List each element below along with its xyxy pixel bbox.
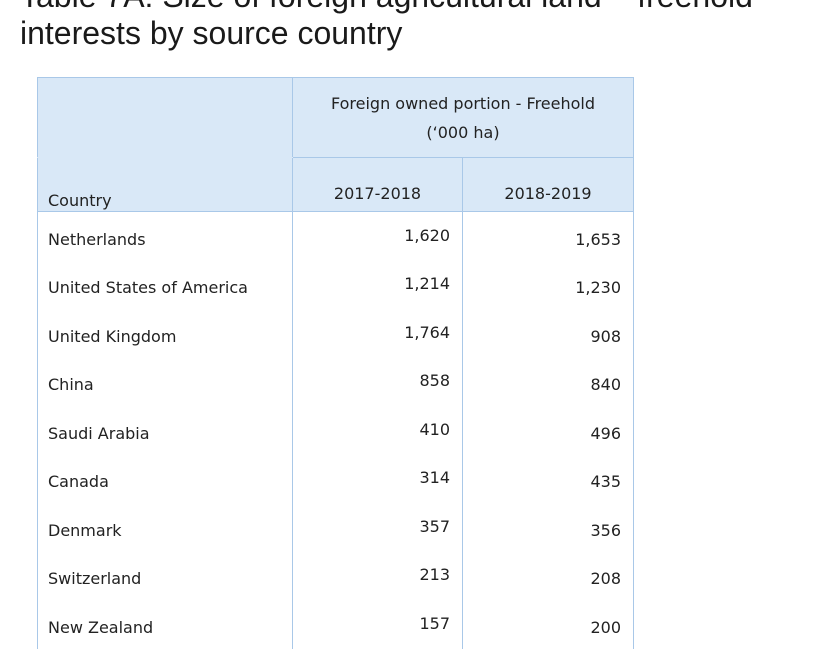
value-2018-2019-cell: 908 [462,309,634,358]
table-row: Netherlands 1,620 1,653 [37,211,634,261]
country-cell: China [37,357,293,406]
value-2018-2019-cell: 496 [462,406,634,455]
table-row: Denmark 357 356 [37,503,634,552]
value-2017-2018-cell: 157 [292,600,463,649]
group-header-line-2: (‘000 ha) [426,122,500,142]
country-cell: Switzerland [37,551,293,600]
country-cell: United States of America [37,260,293,309]
country-cell: Denmark [37,503,293,552]
value-2018-2019-cell: 208 [462,551,634,600]
country-cell: United Kingdom [37,309,293,358]
table-row: Switzerland 213 208 [37,551,634,600]
land-interests-table-container: Foreign owned portion - Freehold (‘000 h… [37,77,634,649]
value-2017-2018-cell: 314 [292,454,463,503]
column-header-2018-2019: 2018-2019 [462,157,634,212]
column-header-2017-2018: 2017-2018 [292,157,463,212]
group-header: Foreign owned portion - Freehold (‘000 h… [292,77,634,158]
value-2017-2018-cell: 213 [292,551,463,600]
table-row: United Kingdom 1,764 908 [37,309,634,358]
table-row: New Zealand 157 200 [37,600,634,649]
value-2018-2019-cell: 435 [462,454,634,503]
value-2017-2018-cell: 858 [292,357,463,406]
value-2017-2018-cell: 1,620 [292,211,463,261]
table-header-row-top: Foreign owned portion - Freehold (‘000 h… [37,77,634,158]
table-row: Canada 314 435 [37,454,634,503]
country-cell: Saudi Arabia [37,406,293,455]
group-header-line-1: Foreign owned portion - Freehold [330,93,596,113]
table-header-row-bottom: Country 2017-2018 2018-2019 [37,157,634,212]
country-cell: Netherlands [37,211,293,261]
value-2017-2018-cell: 410 [292,406,463,455]
column-header-country: Country [37,157,293,212]
page-title-line-2: interests by source country [20,15,403,51]
country-cell: New Zealand [37,600,293,649]
value-2018-2019-cell: 840 [462,357,634,406]
value-2017-2018-cell: 1,764 [292,309,463,358]
table-row: China 858 840 [37,357,634,406]
value-2018-2019-cell: 1,230 [462,260,634,309]
table-body: Netherlands 1,620 1,653 United States of… [37,211,634,649]
table-row: Saudi Arabia 410 496 [37,406,634,455]
land-interests-table: Foreign owned portion - Freehold (‘000 h… [37,77,634,649]
value-2017-2018-cell: 1,214 [292,260,463,309]
value-2017-2018-cell: 357 [292,503,463,552]
value-2018-2019-cell: 356 [462,503,634,552]
country-cell: Canada [37,454,293,503]
value-2018-2019-cell: 200 [462,600,634,649]
header-blank-cell [37,77,293,158]
value-2018-2019-cell: 1,653 [462,211,634,261]
page-title-line-1: Table 7A: Size of foreign agricultural l… [20,0,753,14]
table-row: United States of America 1,214 1,230 [37,260,634,309]
